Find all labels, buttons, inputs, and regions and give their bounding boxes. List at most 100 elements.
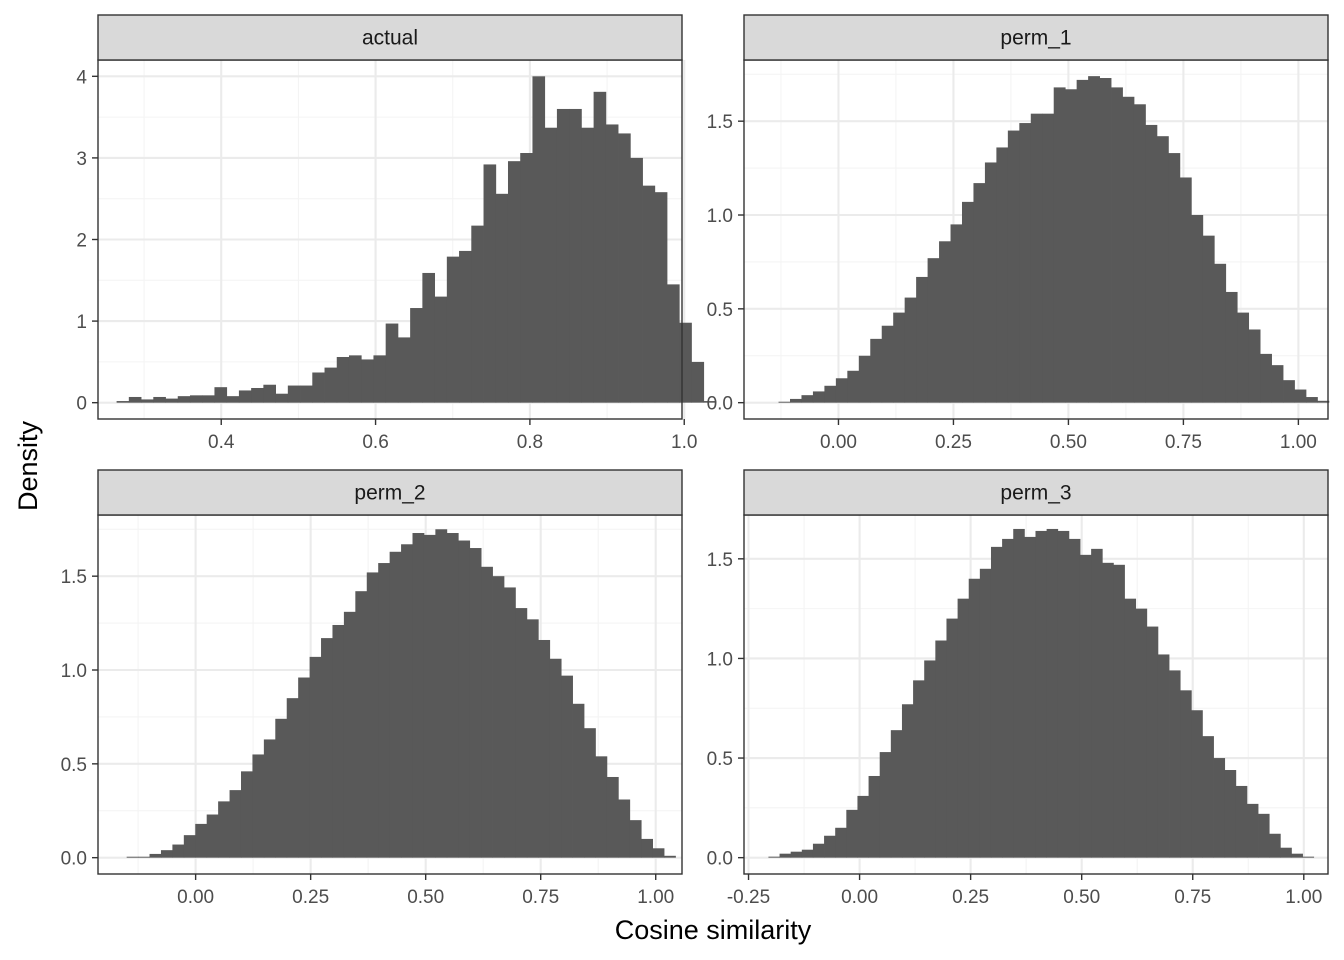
histogram-bar [397,337,411,403]
histogram-bar [950,224,963,403]
histogram-bar [1099,78,1112,403]
histogram-bar [768,856,780,858]
histogram-bar [790,851,803,858]
histogram-bar [355,591,368,858]
histogram-bar [1202,736,1214,858]
histogram-bar [275,393,289,403]
y-tick-label: 0.5 [61,755,87,776]
histogram-bar [703,401,717,403]
histogram-bar [172,844,185,858]
histogram-bar [1088,76,1100,403]
x-tick-label: 0.00 [841,887,878,908]
histogram-bar [606,776,619,858]
histogram-bar [1248,329,1261,403]
histogram-bar [1111,87,1123,403]
histogram-bar [1235,785,1248,858]
histogram-bar [1214,263,1227,403]
histogram-bar [801,395,814,403]
histogram-bar [1302,856,1315,858]
histogram-bar [1024,536,1036,858]
histogram-bar [857,795,869,858]
y-tick-label: 0.0 [707,849,733,870]
x-tick-label: 0.25 [292,887,329,908]
histogram-bar [214,387,228,403]
histogram-bar [1246,803,1259,858]
x-tick-label: 0.25 [935,432,972,453]
histogram-bar [935,640,947,858]
histogram-bar [252,754,265,858]
histogram-bar [868,775,881,858]
histogram-bar [324,367,338,403]
x-tick-label: 0.00 [177,887,214,908]
histogram-bar [939,241,951,403]
y-tick-label: 1.5 [707,112,733,133]
histogram-bar [183,835,196,858]
facet-strip [743,469,1329,516]
histogram-bar [238,390,252,403]
histogram-bar [435,529,448,858]
histogram-bar [778,401,791,403]
histogram-bar [165,398,179,403]
histogram-bar [492,576,505,858]
y-tick-label: 1.0 [707,649,733,670]
histogram-bar [1258,813,1270,858]
histogram-bar [153,396,166,403]
histogram-bar [1157,654,1170,858]
histogram-bar [1057,530,1070,858]
histogram-bar [1013,528,1025,858]
x-tick-label: 0.6 [362,432,388,453]
histogram-bar [336,356,350,403]
histogram-bar [366,572,379,858]
histogram-bar [881,325,894,403]
histogram-bar [1019,123,1032,403]
histogram-bar [309,656,322,858]
histogram-bar [629,820,642,858]
histogram-bar [412,533,425,858]
histogram-bar [812,391,825,403]
histogram-bar [1042,113,1055,403]
histogram-bar [679,322,692,403]
histogram-bar [924,660,936,858]
histogram-bar [116,401,130,403]
histogram-bar [913,680,925,858]
histogram-bar [160,850,173,858]
histogram-bar [1133,104,1146,403]
histogram-bar [206,814,219,858]
y-tick-label: 3 [76,149,87,170]
histogram-bar [1280,847,1292,858]
histogram-bar [890,730,903,858]
histogram-bar [583,728,596,858]
histogram-bar [1294,389,1307,403]
histogram-bar [286,698,299,858]
facet-strip [97,469,683,516]
histogram-bar [1007,130,1020,403]
y-axis-title: Density [13,420,43,511]
x-tick-label: 0.75 [522,887,559,908]
histogram-bar [469,548,482,858]
facet-strip-label: perm_1 [1000,27,1071,50]
histogram-bar [618,133,631,403]
histogram-bar [240,771,253,858]
histogram-bar [1224,770,1237,858]
y-tick-label: 1.5 [61,567,87,588]
histogram-bar [1102,562,1114,858]
histogram-bar [1271,365,1284,403]
histogram-bar [556,108,570,403]
histogram-bar [824,385,837,403]
histogram-bar [321,638,333,858]
histogram-bar [1122,96,1135,403]
histogram-bar [544,127,558,403]
histogram-bar [373,355,387,403]
histogram-bar [423,534,436,858]
histogram-bar [195,823,208,858]
x-tick-label: -0.25 [727,887,770,908]
histogram-bar [561,675,573,858]
histogram-bar [446,256,460,403]
histogram-bar [916,276,928,403]
histogram-bar [434,296,448,403]
histogram-bar [298,677,310,858]
histogram-bar [1146,626,1159,858]
histogram-bar [538,639,551,858]
